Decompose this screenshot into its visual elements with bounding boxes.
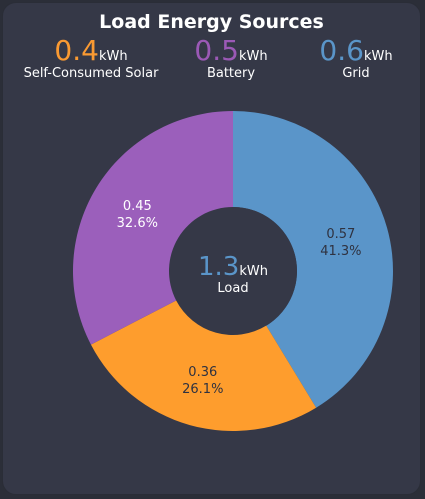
slice-value-battery: 0.45 (123, 199, 152, 214)
card-title: Load Energy Sources (99, 11, 324, 33)
grid-unit: kWh (363, 49, 393, 64)
slice-label-solar: 0.36 26.1% (182, 365, 223, 397)
slice-value-solar: 0.36 (188, 365, 217, 380)
battery-value: 0.5 (194, 34, 239, 67)
battery-label: Battery (206, 66, 256, 81)
load-label: Load (217, 281, 249, 296)
donut-slice-battery[interactable] (73, 111, 233, 345)
stat-grid: 0.6kWh Grid (304, 36, 408, 81)
grid-value: 0.6 (319, 34, 364, 67)
center-load: 1.3kWh Load (163, 253, 303, 296)
slice-percent-solar: 26.1% (182, 382, 223, 397)
slice-percent-battery: 32.6% (117, 216, 158, 231)
stat-battery: 0.5kWh Battery (176, 36, 286, 81)
load-unit: kWh (239, 264, 268, 279)
donut-slice-solar[interactable] (90, 300, 317, 431)
solar-unit: kWh (98, 49, 128, 64)
slice-percent-grid: 41.3% (320, 244, 361, 259)
stat-self-consumed-solar: 0.4kWh Self-Consumed Solar (0, 36, 182, 81)
grid-label: Grid (342, 66, 370, 81)
battery-unit: kWh (238, 49, 268, 64)
slice-value-grid: 0.57 (326, 227, 355, 242)
solar-label: Self-Consumed Solar (23, 66, 159, 81)
slice-label-battery: 0.45 32.6% (117, 199, 158, 231)
donut-slice-grid[interactable] (233, 111, 393, 408)
donut-hole (169, 207, 297, 335)
load-value: 1.3 (198, 252, 240, 282)
slice-label-grid: 0.57 41.3% (320, 227, 361, 259)
solar-value: 0.4 (54, 34, 99, 67)
